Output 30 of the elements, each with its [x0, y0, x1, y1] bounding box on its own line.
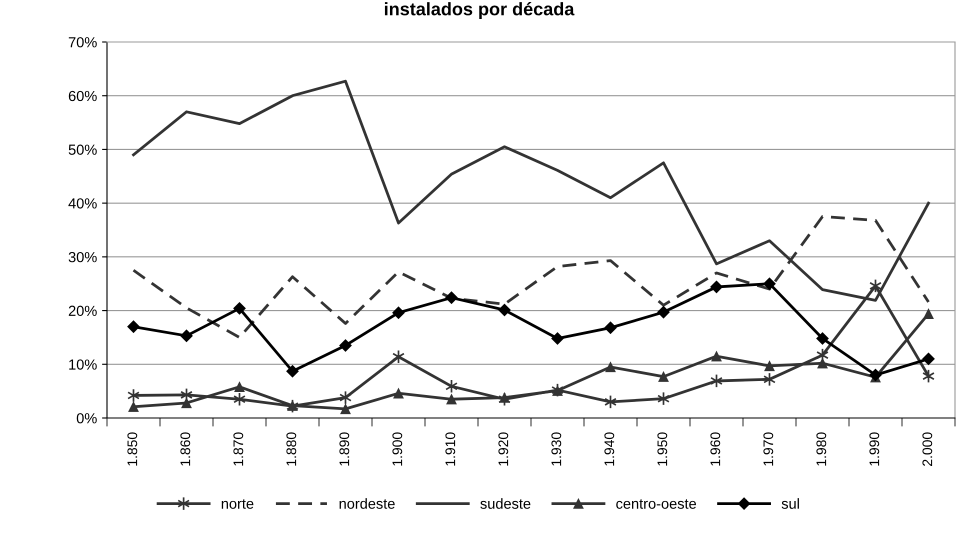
legend-label: norte: [222, 499, 254, 509]
chart-title: instalados por década: [384, 2, 574, 19]
y-tick-label: 0%: [76, 413, 97, 424]
x-tick-label: 1.960: [710, 432, 720, 466]
x-tick-label: 1.880: [286, 432, 296, 466]
legend-label: sul: [782, 498, 799, 509]
x-tick-label: 1.980: [816, 432, 826, 466]
x-tick-label: 1.970: [763, 432, 774, 466]
x-tick-label: 2.000: [922, 432, 932, 466]
y-tick-label: 60%: [68, 90, 97, 102]
y-tick-label: 50%: [68, 144, 97, 155]
legend-label: centro-oeste: [616, 499, 696, 509]
x-tick-label: 1.900: [392, 432, 402, 466]
legend-label: nordeste: [340, 498, 395, 509]
legend-label: sudeste: [480, 498, 530, 509]
x-tick-label: 1.920: [498, 432, 508, 466]
y-tick-label: 40%: [68, 198, 97, 209]
y-tick-label: 70%: [68, 37, 97, 48]
y-tick-label: 10%: [69, 359, 97, 370]
y-tick-label: 20%: [68, 306, 97, 316]
y-tick-label: 30%: [68, 252, 97, 262]
x-tick-label: 1.940: [604, 432, 614, 466]
x-tick-label: 1.990: [869, 432, 880, 466]
x-tick-label: 1.850: [127, 432, 138, 466]
x-tick-label: 1.910: [445, 432, 456, 466]
x-tick-label: 1.870: [233, 432, 244, 466]
x-tick-label: 1.860: [180, 432, 190, 466]
x-tick-label: 1.930: [551, 432, 562, 466]
x-tick-label: 1.950: [657, 432, 668, 466]
x-tick-label: 1.890: [339, 432, 350, 466]
